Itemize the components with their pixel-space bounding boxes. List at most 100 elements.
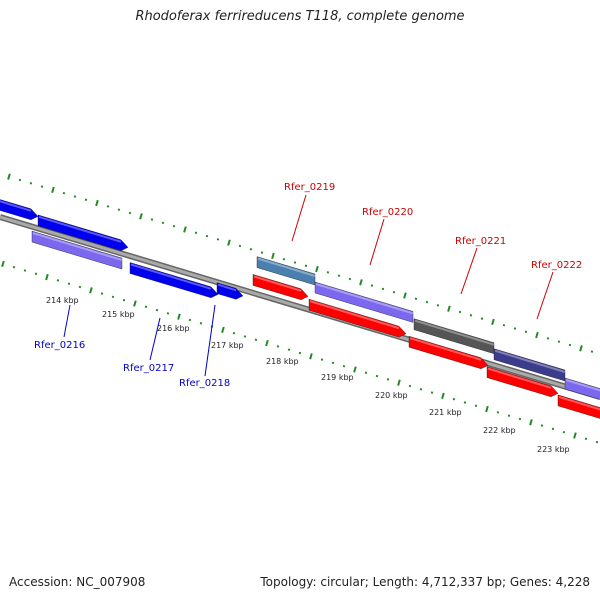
scale-tick [546,337,550,340]
tick-row-top [7,173,594,353]
scale-tick [84,198,88,202]
scale-tick [183,226,187,233]
scale-tick [529,419,533,426]
scale-label-214: 214 kbp [46,296,79,305]
scale-tick [579,345,583,352]
gene-arrow-rfer-0216[interactable] [37,214,129,252]
scale-tick [595,440,599,444]
scale-tick [502,323,506,327]
gene-arrow-rfer-0221b[interactable] [408,335,489,370]
pointer-rfer-0216 [63,304,71,338]
gene-highlight [409,337,482,361]
scale-tick [249,248,253,251]
gene-box-end[interactable] [564,377,600,406]
scale-tick [436,304,440,307]
scale-tick [414,297,418,301]
scale-label-220: 220 kbp [375,391,408,400]
scale-tick [485,405,489,413]
scale-label-222: 222 kbp [483,426,516,435]
scale-tick [56,279,60,282]
scale-tick [507,414,511,417]
scale-tick [298,351,302,355]
gene-arrow-rfer-0218[interactable] [216,282,244,300]
scale-tick [496,411,500,414]
gene-highlight [315,283,414,315]
scale-tick [29,182,33,185]
scale-tick [408,384,412,388]
scale-tick [78,285,82,289]
scale-tick [221,326,225,334]
scale-tick [348,277,352,281]
gene-arrow-rfer-0219b[interactable] [252,274,309,301]
gene-arrow-rfer-0222b[interactable] [486,366,559,398]
gene-label-rfer-0220[interactable]: Rfer_0220 [362,207,413,218]
gene-box-rfer-0216b[interactable] [31,230,123,270]
scale-tick [238,244,242,248]
scale-tick [254,338,258,342]
scale-label-219: 219 kbp [321,373,354,382]
scale-tick [584,437,588,441]
scale-tick [276,345,280,348]
scale-tick [243,335,247,338]
scale-tick [216,238,220,241]
scale-tick [161,221,165,225]
scale-tick [491,318,495,326]
scale-tick [95,199,99,207]
scale-tick [353,366,357,373]
scale-tick [62,191,66,195]
scale-tick [111,295,115,299]
scale-tick [40,185,44,188]
pointer-rfer-0222 [536,271,554,320]
scale-tick [551,427,555,431]
scale-tick [315,265,319,273]
scale-tick [375,374,379,378]
gene-highlight [0,200,32,212]
scale-tick [73,195,77,198]
gene-arrow-rfer-0217[interactable] [129,262,219,299]
scale-tick [458,310,462,314]
gene-label-rfer-0218[interactable]: Rfer_0218 [179,378,230,389]
scale-tick [122,298,126,302]
gene-label-rfer-0221[interactable]: Rfer_0221 [455,236,506,247]
gene-arrow-a[interactable] [0,197,39,221]
gene-highlight [414,319,495,346]
gene-arrow-rfer-0220b[interactable] [308,298,407,338]
scale-tick [524,330,528,334]
scale-tick [45,273,49,281]
scale-tick [34,272,38,276]
scale-tick [535,331,539,339]
gene-label-rfer-0222[interactable]: Rfer_0222 [531,260,582,271]
scale-tick [205,234,209,238]
scale-tick [177,313,181,320]
gene-highlight [217,283,237,292]
scale-tick [282,257,286,261]
gene-label-rfer-0219[interactable]: Rfer_0219 [284,182,335,193]
scale-tick [89,287,93,294]
scale-tick [1,260,5,268]
scale-tick [386,378,390,381]
gene-label-rfer-0216[interactable]: Rfer_0216 [34,340,85,351]
scale-tick [419,388,423,391]
scale-tick [232,331,236,335]
scale-tick [265,339,269,347]
scale-tick [106,205,110,208]
scale-tick [342,364,346,368]
gene-label-rfer-0217[interactable]: Rfer_0217 [123,363,174,374]
scale-tick [513,327,517,330]
scale-tick [590,350,594,353]
scale-tick [309,353,313,360]
scale-tick [403,292,407,299]
scale-tick [117,208,121,211]
scale-tick [452,397,456,401]
scale-tick [474,404,478,408]
scale-tick [287,348,291,351]
scale-tick [568,343,572,347]
scale-tick [364,371,368,375]
gene-box-rfer-0220[interactable] [314,281,414,323]
gene-box-end-b[interactable] [557,394,600,425]
scale-tick [359,279,363,286]
tick-row-bottom [1,260,599,444]
topology-label: Topology: circular; Length: 4,712,337 bp… [260,575,590,589]
pointer-rfer-0220 [369,218,385,266]
scale-tick [425,300,429,304]
